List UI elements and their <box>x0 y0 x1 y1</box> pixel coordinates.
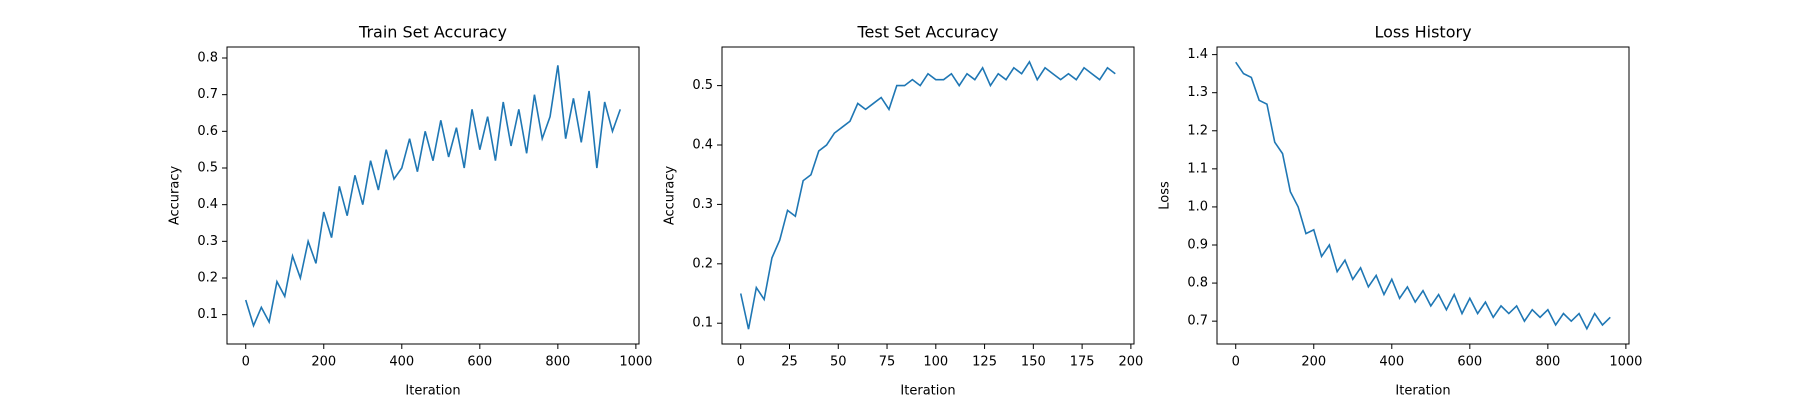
x-axis-label: Iteration <box>405 384 460 399</box>
y-tick-label: 0.1 <box>692 316 713 331</box>
x-tick-label: 175 <box>1070 355 1095 370</box>
y-tick-label: 0.8 <box>197 51 218 66</box>
x-tick-label: 100 <box>923 355 948 370</box>
x-axis-label: Iteration <box>1395 384 1450 399</box>
x-tick-label: 50 <box>830 355 847 370</box>
y-tick-label: 0.7 <box>1187 314 1208 329</box>
x-tick-label: 0 <box>242 355 250 370</box>
chart-title: Test Set Accuracy <box>857 23 999 42</box>
subplot: Test Set Accuracy Iteration Accuracy 0 25 50 7… <box>663 23 1144 399</box>
subplot: Train Set Accuracy Iteration Accuracy 0 200 4… <box>168 23 653 399</box>
y-tick-label: 0.2 <box>692 256 713 271</box>
y-tick-label: 0.3 <box>197 234 218 249</box>
x-tick-label: 0 <box>1232 355 1240 370</box>
y-tick-label: 1.4 <box>1187 47 1208 62</box>
plot-frame <box>1216 46 1630 345</box>
y-tick-label: 0.8 <box>1187 276 1208 291</box>
y-tick-label: 0.1 <box>197 307 218 322</box>
plot-frame <box>226 46 640 345</box>
chart-title: Loss History <box>1374 23 1471 42</box>
x-tick-label: 800 <box>545 355 570 370</box>
x-tick-label: 200 <box>1118 355 1143 370</box>
y-tick-label: 0.6 <box>197 124 218 139</box>
x-tick-label: 400 <box>1379 355 1404 370</box>
data-line <box>1235 61 1611 331</box>
x-tick-label: 800 <box>1535 355 1560 370</box>
data-line <box>244 65 622 329</box>
y-tick-label: 0.5 <box>692 78 713 93</box>
y-tick-label: 1.1 <box>1187 161 1208 176</box>
y-tick-label: 0.5 <box>197 161 218 176</box>
y-axis-label: Loss <box>1158 181 1173 210</box>
y-axis-label: Accuracy <box>663 166 678 226</box>
x-tick-label: 25 <box>781 355 798 370</box>
x-tick-label: 200 <box>1301 355 1326 370</box>
x-tick-label: 1000 <box>619 355 652 370</box>
subplot: Loss History Iteration Loss 0 200 400 600 800 10… <box>1158 23 1643 399</box>
y-axis-label: Accuracy <box>168 166 183 226</box>
x-tick-label: 400 <box>389 355 414 370</box>
x-tick-label: 75 <box>879 355 896 370</box>
y-tick-label: 0.4 <box>692 138 713 153</box>
x-tick-label: 600 <box>1457 355 1482 370</box>
y-tick-label: 0.2 <box>197 271 218 286</box>
x-tick-label: 600 <box>467 355 492 370</box>
x-axis-label: Iteration <box>900 384 955 399</box>
x-tick-label: 125 <box>972 355 997 370</box>
plot-frame <box>721 46 1135 345</box>
y-tick-label: 0.3 <box>692 197 713 212</box>
x-tick-label: 0 <box>737 355 745 370</box>
y-tick-label: 0.7 <box>197 87 218 102</box>
y-tick-label: 1.0 <box>1187 199 1208 214</box>
chart-title: Train Set Accuracy <box>358 23 507 42</box>
y-tick-label: 0.4 <box>197 197 218 212</box>
x-tick-label: 200 <box>311 355 336 370</box>
y-tick-label: 1.3 <box>1187 85 1208 100</box>
y-tick-label: 0.9 <box>1187 238 1208 253</box>
y-tick-label: 1.2 <box>1187 123 1208 138</box>
data-line <box>739 60 1116 330</box>
x-tick-label: 1000 <box>1609 355 1642 370</box>
x-tick-label: 150 <box>1021 355 1046 370</box>
